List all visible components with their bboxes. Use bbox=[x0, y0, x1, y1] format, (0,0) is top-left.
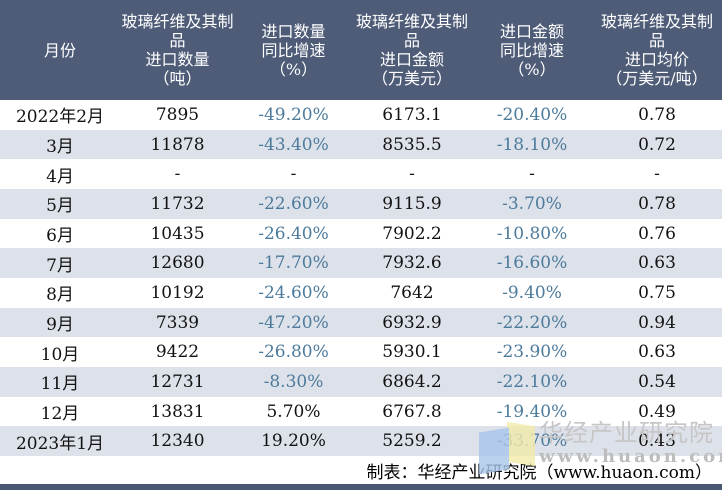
cell-month: 8月 bbox=[46, 285, 74, 306]
table-body: 2022年2月 7895 -49.20% 6173.1 -20.40% 0.78 3月 118… bbox=[0, 100, 722, 457]
table-row: 2023年1月 12340 19.20% 5259.2 -33.70% 0.43 bbox=[0, 426, 722, 457]
cell-qty-yoy: -49.20% bbox=[258, 104, 329, 125]
column-header-4: 进口金额 同比增速 （%） bbox=[499, 21, 564, 79]
cell-month: 12月 bbox=[40, 404, 80, 425]
cell-month: 2023年1月 bbox=[15, 433, 105, 454]
cell-amount: 6767.8 bbox=[382, 401, 442, 422]
cell-qty: 10192 bbox=[150, 282, 205, 303]
table-row: 11月 12731 -8.30% 6864.2 -22.10% 0.54 bbox=[0, 367, 722, 397]
table-row: 7月 12680 -17.70% 7932.6 -16.60% 0.63 bbox=[0, 248, 722, 279]
cell-amount: - bbox=[409, 164, 415, 185]
column-header-1: 玻璃纤维及其制 品 进口数量 （吨） bbox=[121, 12, 234, 88]
cell-qty: 12680 bbox=[150, 253, 205, 274]
column-header-0: 月份 bbox=[43, 40, 76, 60]
cell-qty: 12340 bbox=[150, 431, 205, 452]
cell-price: 0.43 bbox=[638, 431, 676, 452]
table-row: 12月 13831 5.70% 6767.8 -19.40% 0.49 bbox=[0, 397, 722, 427]
cell-amount-yoy: -16.60% bbox=[496, 253, 568, 274]
cell-qty: 12731 bbox=[150, 371, 205, 392]
cell-qty-yoy: 5.70% bbox=[266, 401, 321, 422]
table-row: 2022年2月 7895 -49.20% 6173.1 -20.40% 0.78 bbox=[0, 100, 722, 130]
cell-amount-yoy: -33.70% bbox=[496, 431, 568, 452]
cell-amount: 5930.1 bbox=[382, 342, 442, 363]
table-row: 9月 7339 -47.20% 6932.9 -22.20% 0.94 bbox=[0, 307, 722, 338]
cell-amount-yoy: -9.40% bbox=[502, 282, 562, 303]
table-row: 6月 10435 -26.40% 7902.2 -10.80% 0.76 bbox=[0, 219, 722, 249]
cell-qty: 11878 bbox=[150, 134, 205, 155]
table-header: 月份 玻璃纤维及其制 品 进口数量 （吨） 进口数量 同比增速 （%） 玻璃纤维及其制… bbox=[0, 0, 722, 100]
cell-price: 0.63 bbox=[638, 253, 676, 274]
cell-amount-yoy: -10.80% bbox=[496, 223, 568, 244]
credit-row: 制表：华经产业研究院（www.huaon.com） bbox=[0, 456, 722, 484]
cell-qty: - bbox=[174, 164, 181, 185]
cell-qty: 13831 bbox=[150, 401, 205, 422]
cell-qty-yoy: -8.30% bbox=[263, 371, 324, 392]
cell-price: 0.75 bbox=[638, 282, 676, 303]
table-row: 5月 11732 -22.60% 9115.9 -3.70% 0.78 bbox=[0, 189, 722, 219]
cell-amount: 6864.2 bbox=[382, 371, 442, 392]
cell-amount-yoy: -22.10% bbox=[496, 371, 568, 392]
cell-amount: 6173.1 bbox=[382, 104, 442, 125]
cell-qty-yoy: -26.40% bbox=[258, 223, 329, 244]
cell-month: 2022年2月 bbox=[15, 107, 105, 128]
cell-qty-yoy: -43.40% bbox=[258, 134, 329, 155]
cell-amount-yoy: -19.40% bbox=[496, 401, 568, 422]
cell-qty-yoy: 19.20% bbox=[261, 431, 326, 452]
table-row: 8月 10192 -24.60% 7642 -9.40% 0.75 bbox=[0, 278, 722, 308]
cell-qty: 7895 bbox=[155, 104, 200, 125]
credit-text: 制表：华经产业研究院（www.huaon.com） bbox=[366, 462, 712, 483]
cell-month: 5月 bbox=[46, 196, 74, 217]
table-row: 4月 - - - - - bbox=[0, 159, 722, 189]
cell-price: 0.94 bbox=[638, 312, 676, 333]
cell-price: 0.54 bbox=[638, 371, 676, 392]
cell-price: - bbox=[654, 164, 660, 185]
cell-qty: 7339 bbox=[155, 312, 200, 333]
cell-price: 0.78 bbox=[638, 193, 676, 214]
cell-month: 3月 bbox=[46, 137, 74, 157]
cell-price: 0.72 bbox=[638, 134, 676, 155]
cell-qty-yoy: -22.60% bbox=[258, 193, 329, 214]
cell-amount: 5259.2 bbox=[382, 431, 442, 452]
cell-price: 0.76 bbox=[638, 223, 676, 244]
cell-amount: 9115.9 bbox=[382, 193, 442, 214]
cell-price: 0.49 bbox=[638, 401, 676, 422]
table-row: 10月 9422 -26.80% 5930.1 -23.90% 0.63 bbox=[0, 337, 722, 367]
table-row: 3月 11878 -43.40% 8535.5 -18.10% 0.72 bbox=[0, 129, 722, 160]
cell-qty-yoy: -24.60% bbox=[258, 282, 329, 303]
cell-amount-yoy: -20.40% bbox=[496, 104, 568, 125]
cell-amount: 7642 bbox=[390, 282, 434, 303]
cell-qty-yoy: -47.20% bbox=[258, 312, 329, 333]
column-header-2: 进口数量 同比增速 （%） bbox=[261, 21, 326, 79]
cell-amount-yoy: -3.70% bbox=[502, 193, 562, 214]
cell-amount: 7932.6 bbox=[382, 253, 442, 274]
cell-amount: 6932.9 bbox=[382, 312, 442, 333]
cell-qty-yoy: -17.70% bbox=[258, 253, 329, 274]
cell-month: 4月 bbox=[46, 166, 74, 187]
cell-amount: 7902.2 bbox=[382, 223, 442, 244]
cell-amount: 8535.5 bbox=[382, 134, 442, 155]
cell-amount-yoy: - bbox=[529, 164, 535, 185]
cell-price: 0.78 bbox=[638, 104, 676, 125]
column-header-3: 玻璃纤维及其制 品 进口金额 （万美元） bbox=[355, 12, 468, 88]
cell-amount-yoy: -18.10% bbox=[496, 134, 568, 155]
cell-qty: 10435 bbox=[150, 223, 205, 244]
cell-qty: 11732 bbox=[150, 193, 205, 214]
cell-month: 7月 bbox=[46, 255, 74, 276]
cell-month: 9月 bbox=[46, 315, 74, 336]
cell-amount-yoy: -23.90% bbox=[496, 342, 568, 363]
cell-amount-yoy: -22.20% bbox=[496, 312, 568, 333]
cell-qty-yoy: -26.80% bbox=[258, 342, 329, 363]
cell-qty: 9422 bbox=[155, 342, 200, 363]
cell-month: 11月 bbox=[40, 374, 80, 395]
cell-month: 10月 bbox=[40, 344, 80, 365]
cell-month: 6月 bbox=[46, 226, 74, 247]
column-header-5: 玻璃纤维及其制 品 进口均价 （万美元/吨） bbox=[600, 12, 713, 88]
bottom-bar bbox=[0, 484, 722, 490]
cell-qty-yoy: - bbox=[290, 164, 297, 185]
cell-price: 0.63 bbox=[638, 342, 676, 363]
